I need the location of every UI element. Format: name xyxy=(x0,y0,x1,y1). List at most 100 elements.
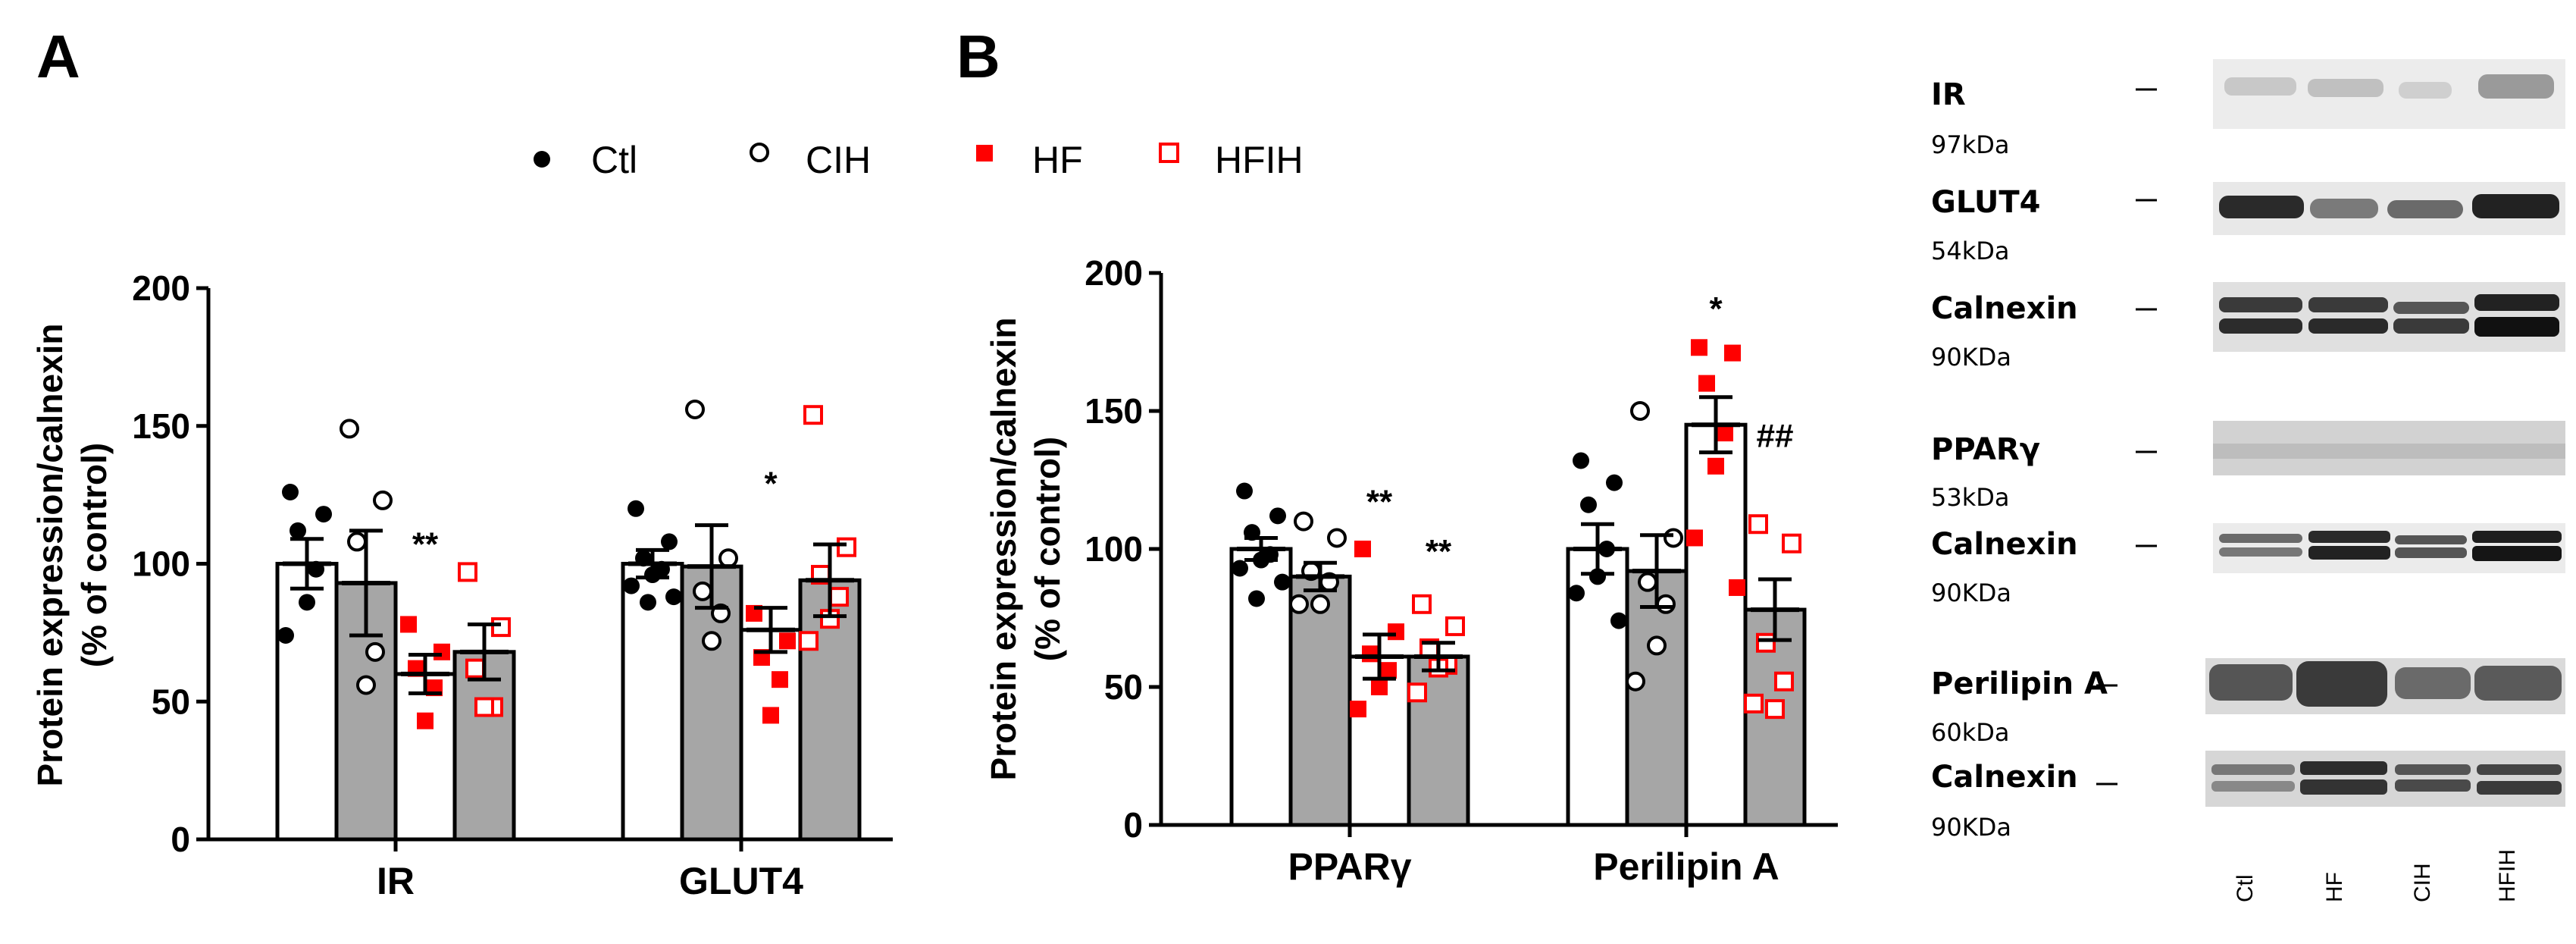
legend-label-hfih: HFIH xyxy=(1215,139,1304,181)
chart-b-ppar-hf-point xyxy=(1362,645,1379,663)
chart-b-perilipin-a-cih-point xyxy=(1664,528,1683,548)
blot-label-calnexin-1: Calnexin xyxy=(1931,291,2078,326)
blot-image-calnexin-3 xyxy=(2205,751,2565,807)
chart-a-annotation-ir-hf: ** xyxy=(412,526,439,563)
chart-b-perilipin-a-hfih-point xyxy=(1744,693,1764,713)
chart-b-perilipin-a-cih-bar xyxy=(1625,569,1689,827)
chart-a-ylabel-line1: Protein expression/calnexin xyxy=(30,323,70,786)
chart-a-y-tick-label-200: 200 xyxy=(132,268,190,308)
chart-a-ir-ctl-point xyxy=(290,522,306,539)
chart-b-ppar-hf-point xyxy=(1371,679,1388,695)
chart-a-ir-hf-point xyxy=(434,643,450,660)
chart-a-glut4-hfih-point xyxy=(837,537,856,557)
blot-label-calnexin-2: Calnexin xyxy=(1931,527,2078,562)
chart-b-perilipin-a-ctl-point xyxy=(1573,452,1589,469)
chart-a-y-tick-label-50: 50 xyxy=(152,682,190,721)
chart-b-y-tick-label-50: 50 xyxy=(1104,667,1143,707)
chart-a-y-tick-label-0: 0 xyxy=(171,820,190,859)
chart-a-glut4-cih-point xyxy=(702,631,721,651)
lane-label-ctl: Ctl xyxy=(2233,874,2258,902)
chart-b-perilipin-a-hfih-point xyxy=(1774,671,1794,692)
chart-b-perilipin-a-hf-point xyxy=(1691,339,1707,356)
legend-marker-hfih xyxy=(1159,143,1179,163)
western-blot-panel: IR 97kDa GLUT4 54kDa Calnexin 90KDa PPAR… xyxy=(1931,59,2565,902)
chart-b-perilipin-a-cih-point xyxy=(1626,671,1645,692)
chart-a-glut4-cih-point xyxy=(685,399,705,419)
blot-image-ir xyxy=(2213,59,2565,129)
legend-label-cih: CIH xyxy=(806,139,871,181)
chart-a-ir-ctl-point xyxy=(277,627,294,644)
chart-b-ppar-cih-bar xyxy=(1288,574,1352,827)
blot-kda-glut4: 54kDa xyxy=(1931,237,2010,265)
chart-a-y-tick-label-150: 150 xyxy=(132,406,190,446)
legend-label-hf: HF xyxy=(1032,139,1083,181)
chart-b-perilipin-a-hf-point xyxy=(1717,425,1733,442)
chart-b-y-tick-label-0: 0 xyxy=(1123,805,1143,845)
chart-b-ppar-hf-point xyxy=(1354,541,1371,557)
panel-letter-b: B xyxy=(956,23,1000,90)
chart-a-glut4-hfih-point xyxy=(803,405,823,425)
chart-b-ppar-cih-point xyxy=(1294,511,1313,532)
chart-a-ir-hfih-bar xyxy=(452,650,516,842)
chart-a-glut4-ctl-point xyxy=(640,594,656,611)
chart-b-category-label-ppar: PPARγ xyxy=(1288,845,1411,888)
chart-a-glut4-hfih-point xyxy=(829,587,849,607)
blot-label-glut4: GLUT4 xyxy=(1931,185,2041,220)
chart-a-ir-hf-point xyxy=(400,616,417,633)
chart-b-ppar-hfih-point xyxy=(1445,616,1465,636)
chart-a-ir-hf-bar xyxy=(393,672,457,842)
chart-b-perilipin-a-hfih-point xyxy=(1756,632,1776,653)
chart-b-perilipin-a-hf-point xyxy=(1686,529,1703,547)
chart-b-ppar-ctl-point xyxy=(1274,573,1291,591)
legend-marker-cih xyxy=(750,143,769,162)
chart-a-glut4-hf-point xyxy=(772,671,788,688)
chart-b-ppar-ctl-point xyxy=(1248,590,1265,607)
chart-a-glut4-hf-point xyxy=(779,632,796,650)
blot-image-calnexin-2 xyxy=(2213,523,2565,573)
blot-label-ppargamma: PPARγ xyxy=(1931,432,2040,467)
chart-a-glut4-ctl-point xyxy=(628,500,644,517)
chart-a-ir-cih-point xyxy=(340,419,359,439)
chart-b-ppar-ctl-point xyxy=(1232,560,1248,577)
chart-a-y-tick-label-100: 100 xyxy=(132,544,190,584)
chart-b-ppar-hfih-bar xyxy=(1407,654,1470,827)
chart-a-glut4-cih-point xyxy=(693,581,712,601)
lane-label-hfih: HFIH xyxy=(2495,849,2520,902)
chart-b-perilipin-a-hf-bar xyxy=(1684,422,1748,827)
chart-b-perilipin-a-ctl-point xyxy=(1568,585,1585,602)
blot-kda-ppargamma: 53kDa xyxy=(1931,483,2010,512)
chart-a-ir-ctl-point xyxy=(299,594,315,611)
blot-kda-perilipin-a: 60kDa xyxy=(1931,718,2010,747)
chart-a-glut4-ctl-point xyxy=(661,533,678,550)
chart-b-annotation-perilipin-a-hf: * xyxy=(1709,290,1723,328)
chart-b-annotation-perilipin-a-hfih: ## xyxy=(1757,417,1794,454)
chart-b-ppar-cih-point xyxy=(1289,594,1309,614)
lane-label-cih: CIH xyxy=(2410,863,2435,902)
chart-a-category-label-ir: IR xyxy=(377,860,415,902)
chart-b-ylabel-line1: Protein expression/calnexin xyxy=(984,317,1023,780)
blot-kda-ir: 97kDa xyxy=(1931,130,2010,159)
chart-a-ir-hfih-point xyxy=(474,697,494,717)
chart-b: Protein expression/calnexin (% of contro… xyxy=(984,253,1838,888)
blot-kda-calnexin-2: 90KDa xyxy=(1931,579,2011,607)
legend: Ctl CIH HF HFIH xyxy=(534,139,1304,181)
chart-a-ir-hf-point xyxy=(417,712,434,729)
chart-b-y-tick-label-150: 150 xyxy=(1085,391,1143,431)
lane-label-hf: HF xyxy=(2322,872,2347,902)
chart-b-annotation-ppar-hf: ** xyxy=(1366,484,1393,521)
chart-b-ppar-ctl-point xyxy=(1236,482,1253,500)
blot-image-calnexin-1 xyxy=(2213,282,2565,352)
chart-b-perilipin-a-hf-point xyxy=(1729,579,1745,596)
chart-a-glut4-hf-bar xyxy=(739,628,803,842)
chart-b-perilipin-a-cih-point xyxy=(1647,635,1667,656)
chart-b-category-label-perilipin-a: Perilipin A xyxy=(1593,845,1779,888)
blot-kda-calnexin-1: 90KDa xyxy=(1931,343,2011,372)
chart-a-glut4-cih-point xyxy=(718,548,738,569)
blot-image-glut4 xyxy=(2213,182,2565,235)
chart-b-perilipin-a-hf-point xyxy=(1724,344,1741,362)
blot-image-perilipin-a xyxy=(2205,658,2565,714)
chart-b-perilipin-a-hfih-point xyxy=(1782,533,1801,554)
chart-b-y-tick-label-200: 200 xyxy=(1085,253,1143,293)
chart-b-annotation-ppar-hfih: ** xyxy=(1426,533,1452,570)
